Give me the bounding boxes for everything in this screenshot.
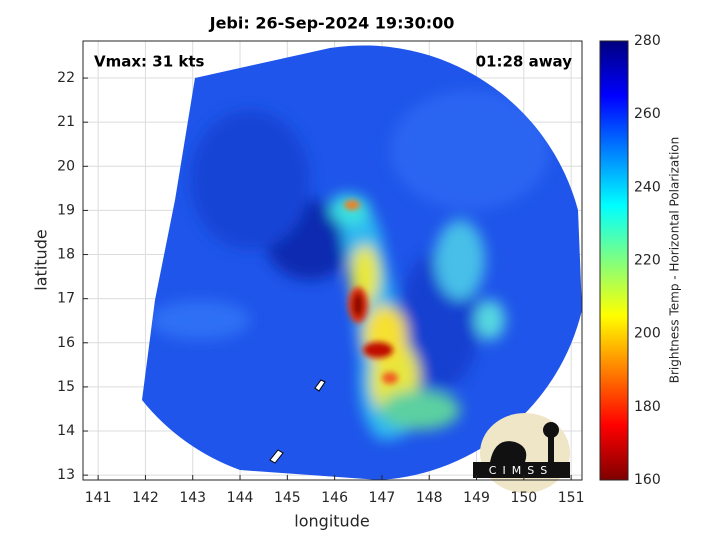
x-tick-label: 147 (369, 490, 396, 506)
colorbar (599, 40, 629, 481)
colorbar-tick-label: 220 (634, 253, 661, 269)
x-tick-label: 150 (510, 490, 537, 506)
y-label: latitude (32, 229, 51, 290)
intensity: Vmax: 31 kts (94, 53, 204, 71)
y-tick-label: 21 (57, 114, 75, 130)
x-tick-label: 148 (416, 490, 443, 506)
colorbar-tick-label: 240 (634, 179, 661, 195)
x-tick-label: 141 (85, 490, 112, 506)
x-tick-label: 146 (321, 490, 348, 506)
plot-frame (82, 40, 583, 481)
colorbar-tick-label: 280 (634, 33, 661, 49)
colorbar-tick-label: 160 (634, 472, 661, 488)
y-tick-label: 18 (57, 247, 75, 263)
colorbar-tick-label: 200 (634, 326, 661, 342)
x-tick-label: 151 (558, 490, 585, 506)
time-offset: 01:28 away (476, 53, 573, 71)
title: Jebi: 26-Sep-2024 19:30:00 (209, 14, 455, 33)
y-tick-label: 14 (57, 423, 75, 439)
x-tick-label: 144 (227, 490, 254, 506)
y-tick-label: 19 (57, 202, 75, 218)
colorbar-tick-label: 180 (634, 399, 661, 415)
logo: CIMSS (473, 413, 570, 493)
x-tick-label: 145 (274, 490, 301, 506)
y-tick-label: 17 (57, 291, 75, 307)
x-tick-label: 143 (179, 490, 206, 506)
y-tick-label: 13 (57, 467, 75, 483)
x-tick-label: 149 (463, 490, 490, 506)
logo-text: CIMSS (489, 464, 553, 477)
imagery (142, 45, 582, 480)
colorbar-tick-label: 260 (634, 106, 661, 122)
x-tick-label: 142 (132, 490, 159, 506)
y-tick-label: 15 (57, 379, 75, 395)
y-tick-label: 20 (57, 158, 75, 174)
colorbar-label: Brightness Temp - Horizontal Polarizatio… (668, 137, 682, 384)
y-tick-label: 16 (57, 335, 75, 351)
y-tick-label: 22 (57, 70, 75, 86)
x-label: longitude (294, 512, 369, 531)
ticks: 141 142 143 144 145 146 147 148 149 150 151 13 14 15 1… (57, 33, 661, 506)
